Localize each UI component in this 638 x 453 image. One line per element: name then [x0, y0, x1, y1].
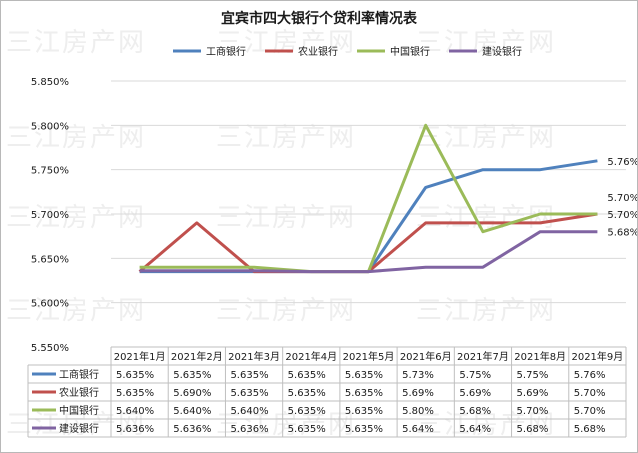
x-category-label: 2021年3月 [228, 350, 280, 363]
table-cell: 5.69% [459, 388, 491, 399]
table-cell: 5.640% [116, 406, 154, 417]
table-cell: 5.635% [288, 388, 326, 399]
table-cell: 5.635% [116, 370, 154, 381]
watermark-text: 三江房产网 [6, 123, 146, 153]
x-category-label: 2021年1月 [114, 350, 166, 363]
table-cell: 5.635% [345, 406, 383, 417]
table-cell: 5.635% [230, 388, 268, 399]
table-cell: 5.80% [402, 406, 434, 417]
table-cell: 5.635% [173, 370, 211, 381]
table-cell: 5.75% [517, 370, 549, 381]
table-cell: 5.69% [517, 388, 549, 399]
table-row-name: 农业银行 [59, 386, 99, 399]
legend-label: 工商银行 [206, 45, 246, 58]
watermark-text: 三江房产网 [416, 296, 556, 326]
legend-label: 农业银行 [298, 45, 338, 58]
table-cell: 5.64% [459, 424, 491, 435]
y-tick-label: 5.700% [31, 210, 69, 221]
table-cell: 5.68% [574, 424, 606, 435]
legend-item: 建设银行 [449, 45, 522, 58]
table-cell: 5.635% [345, 370, 383, 381]
x-category-label: 2021年5月 [343, 350, 395, 363]
table-cell: 5.635% [288, 424, 326, 435]
watermark-text: 三江房产网 [6, 203, 146, 233]
table-cell: 5.75% [459, 370, 491, 381]
watermark-text: 三江房产网 [216, 123, 356, 153]
table-cell: 5.640% [173, 406, 211, 417]
legend-item: 农业银行 [265, 45, 338, 58]
watermark-text: 三江房产网 [216, 410, 356, 440]
table-cell: 5.76% [574, 370, 606, 381]
table-cell: 5.635% [345, 424, 383, 435]
table-cell: 5.635% [230, 370, 268, 381]
legend-label: 中国银行 [390, 45, 430, 58]
table-cell: 5.640% [230, 406, 268, 417]
legend-label: 建设银行 [482, 45, 522, 58]
table-cell: 5.635% [288, 370, 326, 381]
watermark-text: 三江房产网 [216, 203, 356, 233]
table-cell: 5.73% [402, 370, 434, 381]
legend-item: 中国银行 [357, 45, 430, 58]
x-category-label: 2021年8月 [514, 350, 566, 363]
y-tick-label: 5.800% [31, 121, 69, 132]
series-line [139, 230, 598, 274]
y-tick-label: 5.750% [31, 166, 69, 177]
table-row: 建设银行 5.636% 5.636% 5.636% 5.635% 5.635% 5.64% 5… [32, 422, 606, 435]
watermark-text: 三江房产网 [216, 296, 356, 326]
y-tick-label: 5.850% [31, 77, 69, 88]
watermark-text: 三江房产网 [416, 410, 556, 440]
watermark-text: 三江房产网 [6, 410, 146, 440]
y-tick-label: 5.650% [31, 254, 69, 265]
table-cell: 5.69% [402, 388, 434, 399]
watermark-text: 三江房产网 [6, 28, 146, 58]
table-cell: 5.635% [116, 388, 154, 399]
table-cell: 5.70% [517, 406, 549, 417]
table-cell: 5.690% [173, 388, 211, 399]
table-cell: 5.636% [230, 424, 268, 435]
table-row-name: 中国银行 [59, 404, 99, 417]
end-data-label: 5.70% [607, 210, 637, 221]
y-tick-label: 5.550% [31, 343, 69, 354]
series-line [138, 212, 598, 274]
table-cell: 5.68% [459, 406, 491, 417]
table-cell: 5.636% [173, 424, 211, 435]
x-category-label: 2021年4月 [285, 350, 337, 363]
table-cell: 5.64% [402, 424, 434, 435]
table-row: 农业银行 5.635% 5.690% 5.635% 5.635% 5.635% 5.69% 5… [32, 386, 606, 399]
table-cell: 5.636% [116, 424, 154, 435]
x-category-label: 2021年9月 [571, 350, 623, 363]
y-tick-label: 5.600% [31, 299, 69, 310]
table-cell: 5.70% [574, 388, 606, 399]
table-cell: 5.635% [288, 406, 326, 417]
table-row-name: 建设银行 [59, 422, 99, 435]
table-row: 工商银行 5.635% 5.635% 5.635% 5.635% 5.635% 5.73% 5… [32, 368, 606, 381]
table-cell: 5.68% [517, 424, 549, 435]
chart-title: 宜宾市四大银行个贷利率情况表 [221, 10, 418, 27]
x-category-label: 2021年2月 [171, 350, 223, 363]
table-row: 中国银行 5.640% 5.640% 5.640% 5.635% 5.635% 5.80% 5… [32, 404, 606, 417]
table-row-name: 工商银行 [59, 368, 99, 381]
table-cell: 5.70% [574, 406, 606, 417]
end-data-label: 5.76% [607, 157, 637, 168]
watermark-text: 三江房产网 [416, 28, 556, 58]
x-category-label: 2021年6月 [400, 350, 452, 363]
legend-item: 工商银行 [173, 45, 246, 58]
x-category-label: 2021年7月 [457, 350, 509, 363]
end-data-label: 5.68% [607, 228, 637, 239]
watermark-text: 三江房产网 [216, 28, 356, 58]
table-cell: 5.635% [345, 388, 383, 399]
watermark-text: 三江房产网 [416, 203, 556, 233]
watermark-text: 三江房产网 [6, 296, 146, 326]
end-data-label: 5.70% [607, 193, 637, 204]
